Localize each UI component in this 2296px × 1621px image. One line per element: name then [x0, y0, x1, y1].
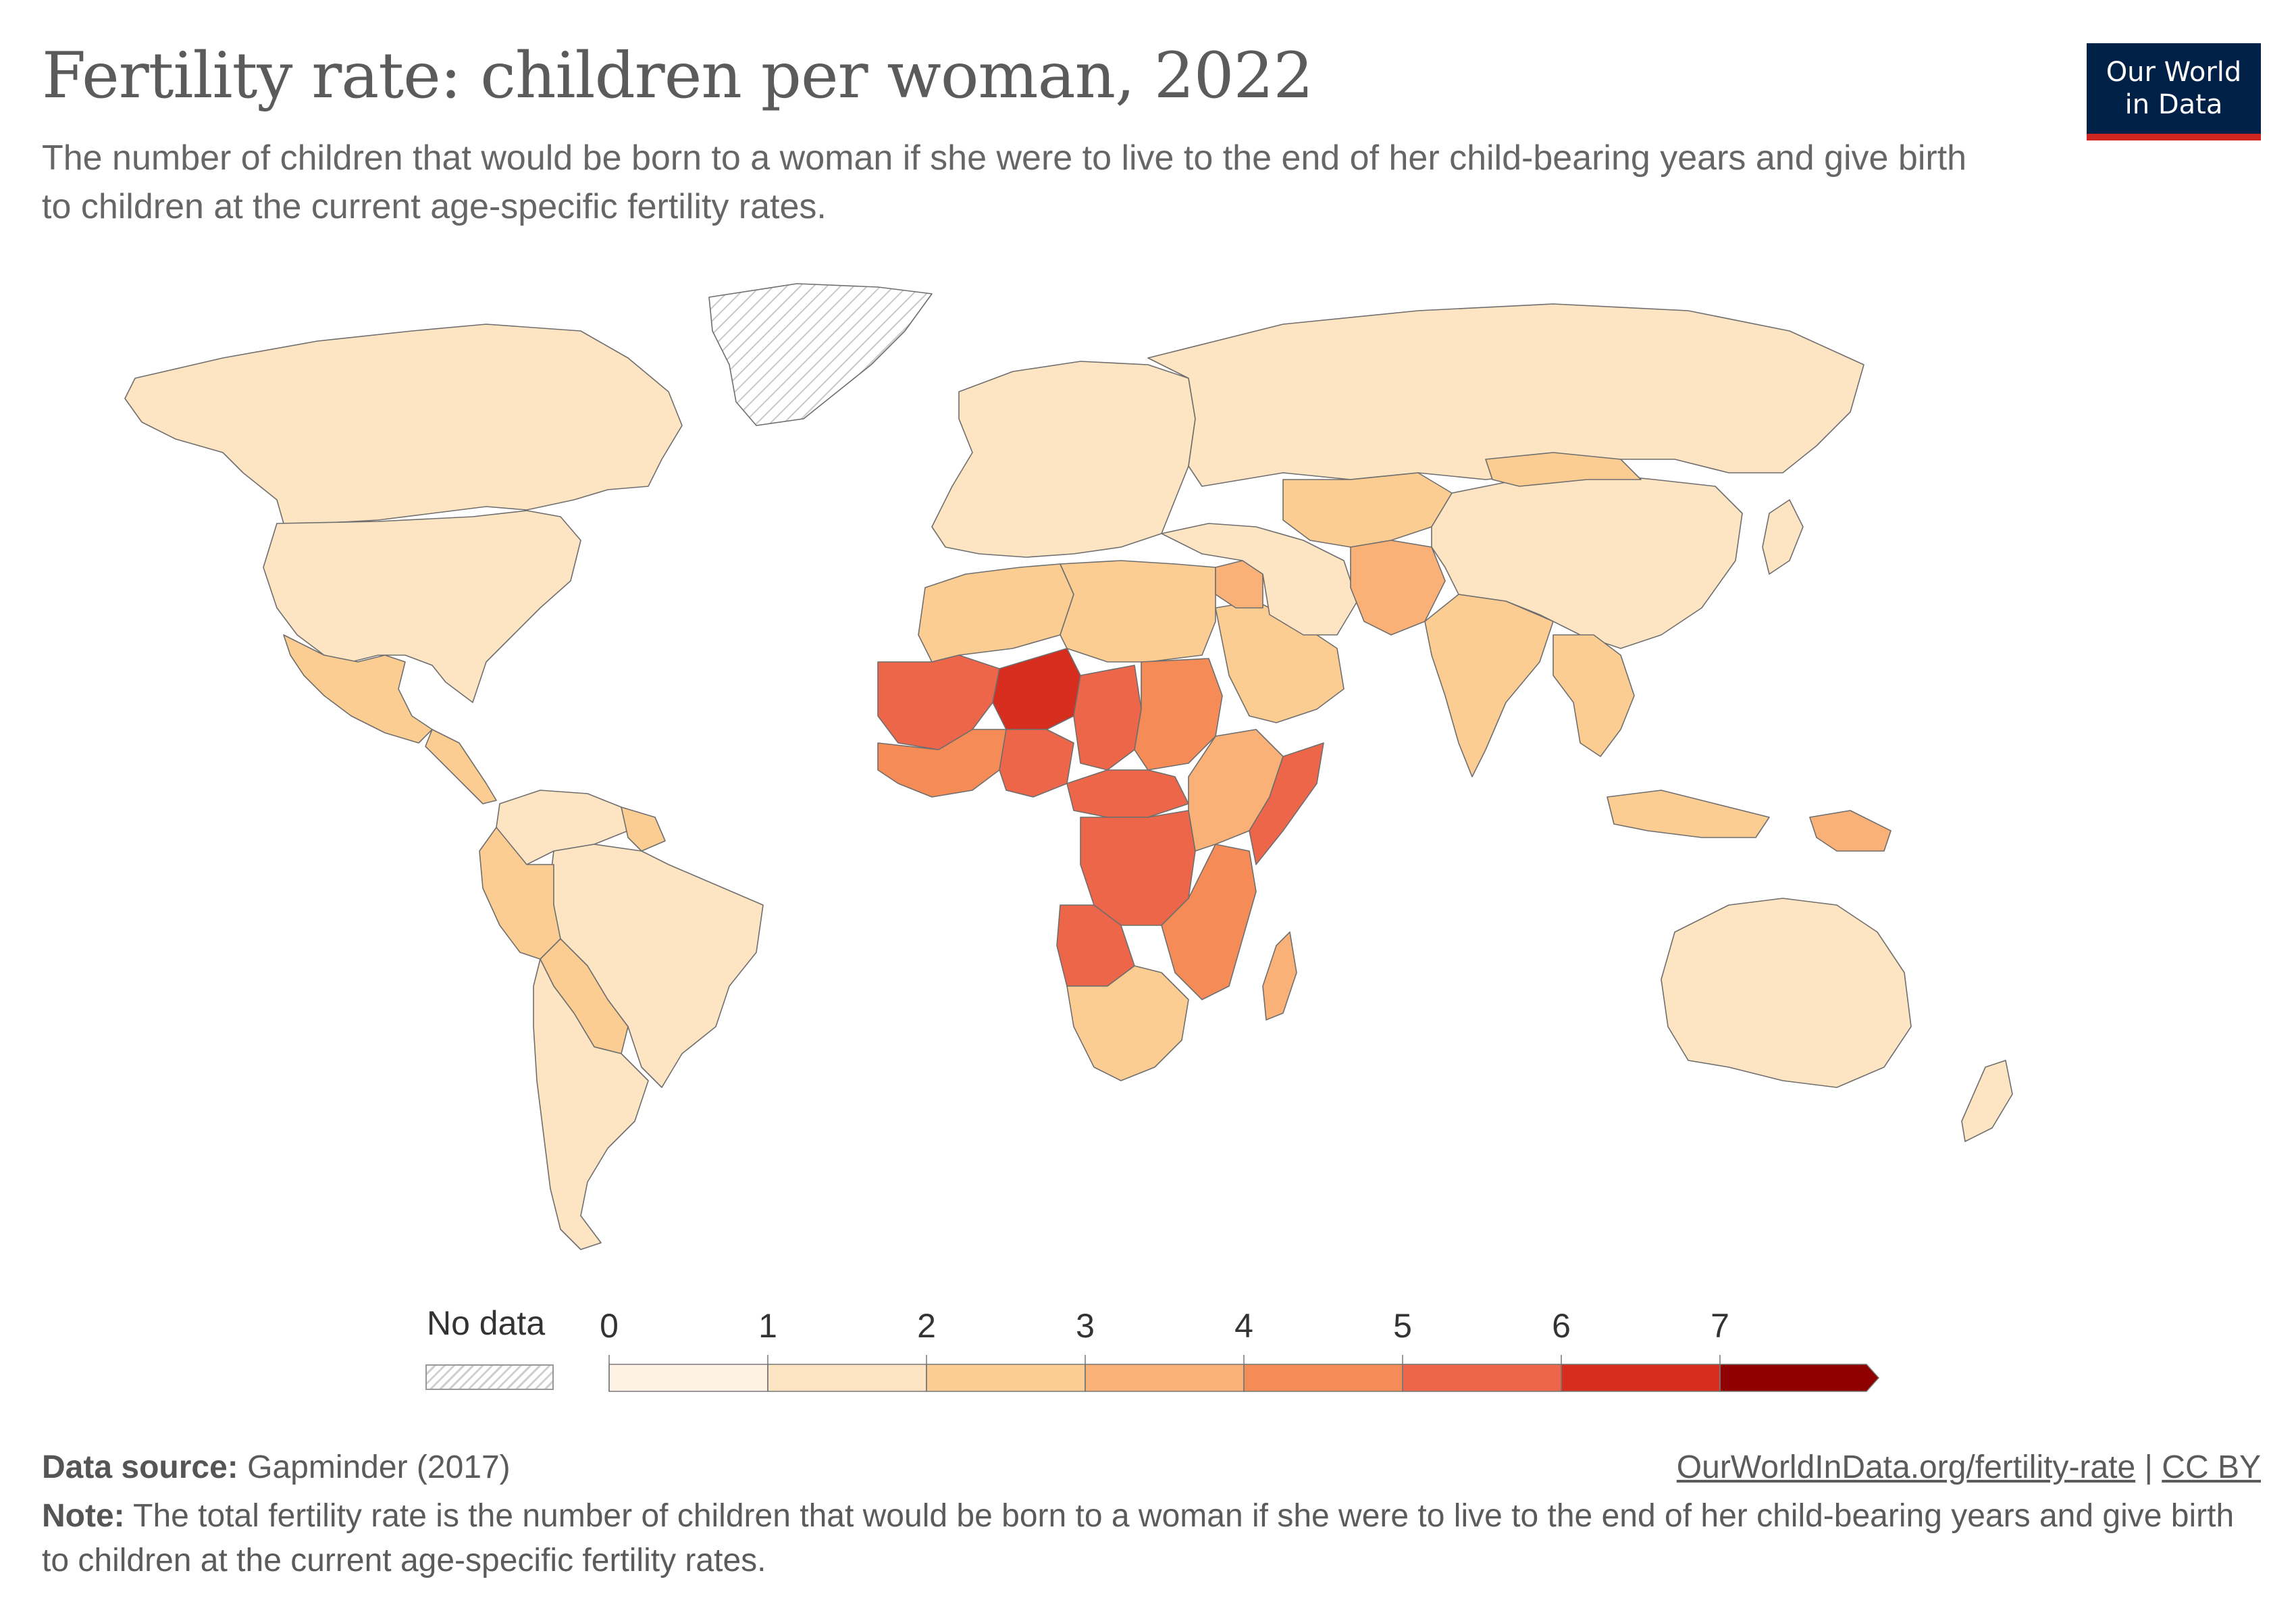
region-japan-korea[interactable]	[1762, 499, 1804, 575]
region-canada[interactable]	[124, 324, 683, 524]
legend-bin-6-7[interactable]	[1561, 1364, 1721, 1392]
region-mongolia[interactable]	[1485, 452, 1642, 487]
legend-tick-label-6: 6	[1552, 1307, 1571, 1345]
note-text: The total fertility rate is the number o…	[42, 1498, 2235, 1578]
license-link[interactable]: CC BY	[2162, 1449, 2261, 1485]
region-central-africa[interactable]	[1066, 769, 1189, 818]
legend-bin-2-3[interactable]	[926, 1364, 1086, 1392]
legend-bin-0-1[interactable]	[608, 1364, 768, 1392]
region-india[interactable]	[1424, 594, 1554, 777]
region-east-africa[interactable]	[1188, 729, 1284, 852]
world-map	[0, 257, 2296, 1270]
data-source: Data source: Gapminder (2017)	[42, 1449, 511, 1486]
region-west-africa[interactable]	[877, 729, 1007, 798]
region-australia[interactable]	[1661, 898, 1912, 1088]
region-mauritania-mali[interactable]	[877, 654, 1000, 750]
region-argentina-chile[interactable]	[533, 958, 649, 1250]
region-niger[interactable]	[992, 648, 1081, 730]
legend-no-data-label: No data	[427, 1304, 546, 1342]
legend-tick-label-0: 0	[600, 1307, 619, 1345]
chart-subtitle: The number of children that would be bor…	[42, 138, 1967, 226]
region-guianas[interactable]	[621, 806, 666, 852]
region-egypt-libya[interactable]	[1060, 560, 1216, 663]
legend: No data 0 1 2 3 4 5 6 7	[419, 1304, 1904, 1412]
region-iran-turkey[interactable]	[1161, 523, 1358, 636]
legend-bin-4-5[interactable]	[1243, 1364, 1403, 1392]
region-maghreb[interactable]	[918, 563, 1074, 663]
logo-line-1: Our World	[2106, 57, 2242, 88]
data-source-label: Data source:	[42, 1449, 238, 1485]
region-sudan[interactable]	[1134, 658, 1223, 771]
chart-title: Fertility rate: children per woman, 2022	[42, 39, 1313, 113]
note-label: Note:	[42, 1498, 125, 1534]
region-nigeria[interactable]	[999, 729, 1074, 798]
region-china[interactable]	[1431, 472, 1743, 649]
region-madagascar[interactable]	[1262, 931, 1297, 1021]
region-europe[interactable]	[931, 361, 1196, 558]
region-united-states[interactable]	[263, 510, 581, 703]
legend-scale: 0 1 2 3 4 5 6 7	[600, 1307, 1880, 1392]
legend-tick-label-7: 7	[1711, 1307, 1729, 1345]
region-chad[interactable]	[1073, 665, 1142, 771]
legend-tick-label-4: 4	[1234, 1307, 1253, 1345]
region-new-zealand[interactable]	[1961, 1060, 2013, 1142]
world-map-svg	[124, 283, 2013, 1250]
legend-tick-label-1: 1	[758, 1307, 777, 1345]
footer-note: Note: The total fertility rate is the nu…	[42, 1494, 2257, 1583]
region-tanzania-mozambique[interactable]	[1161, 844, 1257, 1000]
legend-no-data-swatch	[425, 1364, 554, 1390]
logo-line-2: in Data	[2124, 89, 2223, 120]
region-russia[interactable]	[1147, 303, 1864, 487]
region-somalia[interactable]	[1249, 742, 1324, 865]
chart-url-link[interactable]: OurWorldInData.org/fertility-rate	[1676, 1449, 2136, 1485]
owid-logo[interactable]: Our World in Data	[2087, 43, 2261, 140]
legend-bin-3-4[interactable]	[1085, 1364, 1245, 1392]
legend-bin-5-6[interactable]	[1402, 1364, 1562, 1392]
footer-links: OurWorldInData.org/fertility-rate | CC B…	[1677, 1449, 2261, 1486]
region-central-america[interactable]	[425, 729, 497, 804]
region-central-asia[interactable]	[1282, 472, 1453, 548]
link-separator: |	[2144, 1449, 2153, 1485]
region-greenland[interactable]	[708, 283, 933, 426]
region-southern-africa[interactable]	[1066, 965, 1189, 1081]
region-papua-new-guinea[interactable]	[1809, 810, 1891, 852]
legend-tick-label-2: 2	[917, 1307, 936, 1345]
legend-tick-label-3: 3	[1076, 1307, 1095, 1345]
region-southeast-asia[interactable]	[1553, 634, 1635, 757]
legend-bin-1-2[interactable]	[767, 1364, 927, 1392]
region-indonesia[interactable]	[1607, 790, 1770, 838]
data-source-value: Gapminder (2017)	[247, 1449, 511, 1485]
legend-tick-label-5: 5	[1393, 1307, 1412, 1345]
legend-bin-7-plus[interactable]	[1719, 1364, 1880, 1392]
